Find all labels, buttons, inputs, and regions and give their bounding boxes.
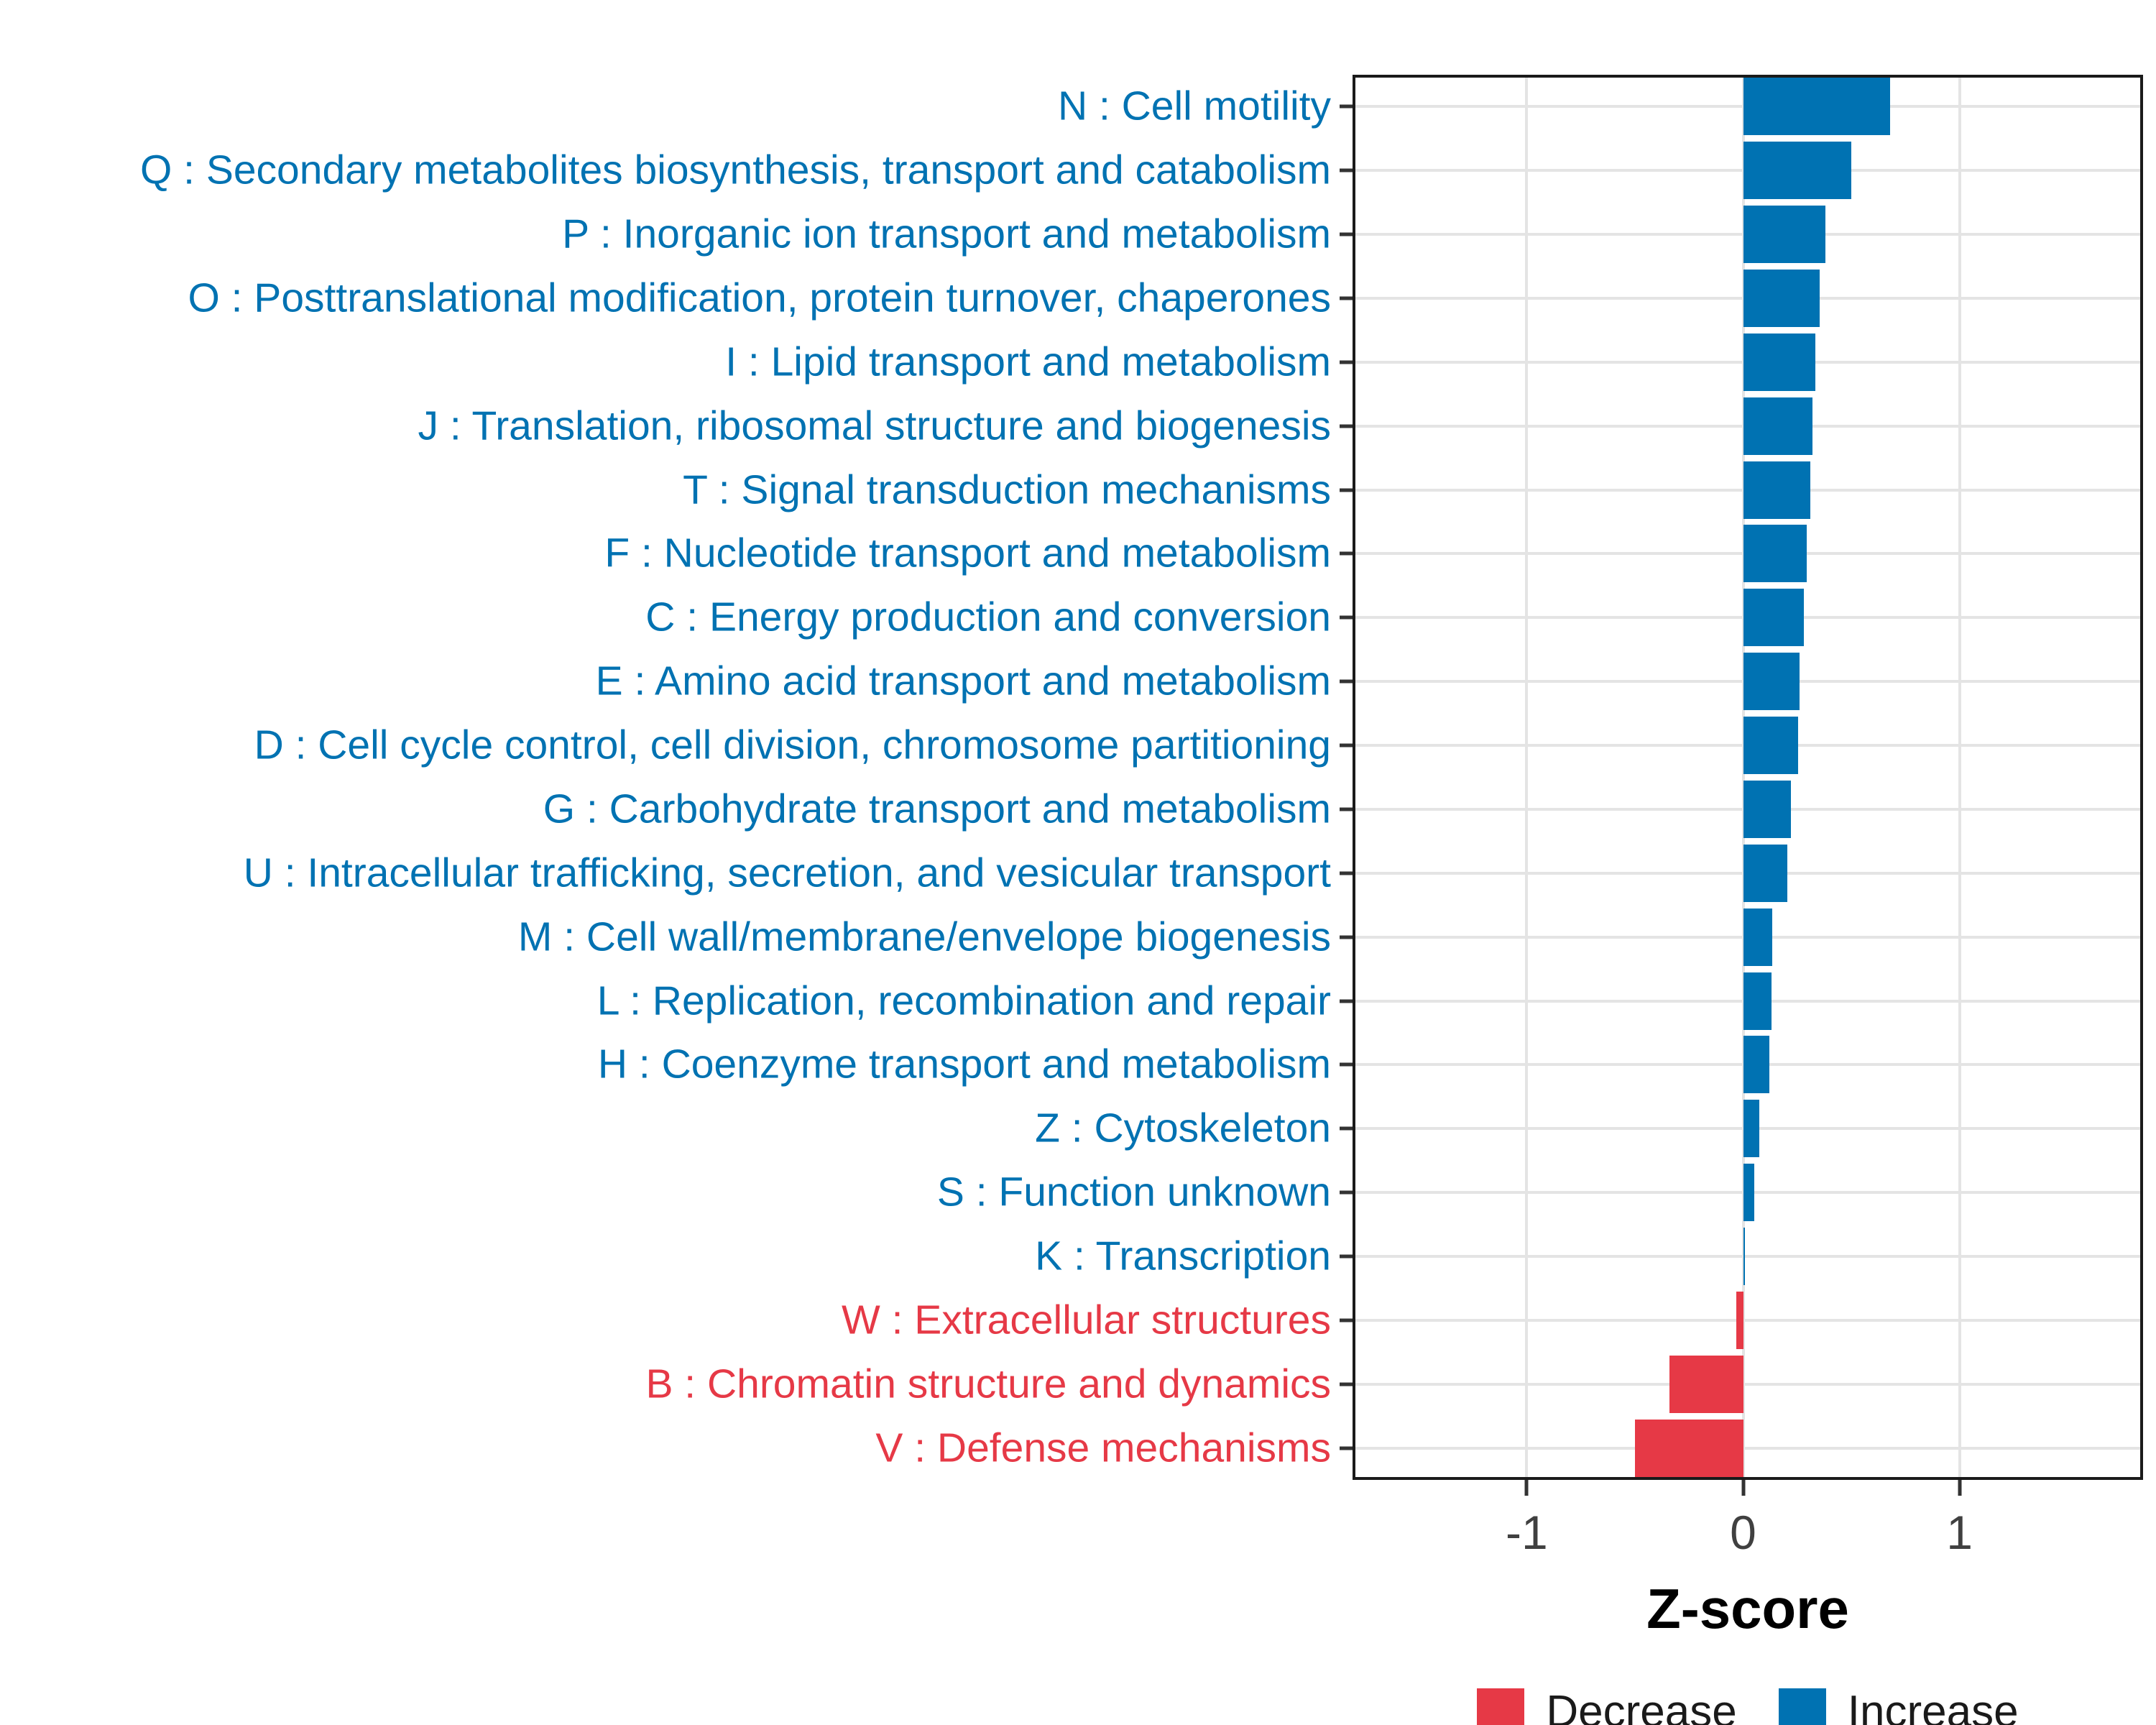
y-axis-tick bbox=[1340, 424, 1353, 428]
legend-label-decrease: Decrease bbox=[1546, 1687, 1737, 1725]
category-label: G : Carbohydrate transport and metabolis… bbox=[543, 786, 1331, 832]
bar bbox=[1743, 1227, 1745, 1285]
bar bbox=[1743, 844, 1788, 902]
bar bbox=[1743, 206, 1825, 264]
bar bbox=[1743, 589, 1804, 647]
legend-label-increase: Increase bbox=[1847, 1687, 2019, 1725]
legend: Decrease Increase bbox=[1353, 1688, 2143, 1725]
bar bbox=[1669, 1355, 1743, 1413]
gridline-horizontal bbox=[1355, 1382, 2140, 1386]
bar bbox=[1743, 717, 1799, 775]
bar bbox=[1743, 780, 1791, 838]
x-tick-label: -1 bbox=[1506, 1506, 1548, 1559]
y-axis-tick bbox=[1340, 615, 1353, 620]
category-label: D : Cell cycle control, cell division, c… bbox=[254, 722, 1331, 768]
category-label: U : Intracellular trafficking, secretion… bbox=[243, 850, 1331, 896]
gridline-horizontal bbox=[1355, 1446, 2140, 1450]
category-label: C : Energy production and conversion bbox=[645, 594, 1331, 640]
bar bbox=[1743, 1164, 1754, 1222]
x-axis-tick bbox=[1524, 1480, 1529, 1496]
gridline-vertical bbox=[1741, 78, 1745, 1477]
x-axis-tick bbox=[1958, 1480, 1962, 1496]
gridline-horizontal bbox=[1355, 1254, 2140, 1258]
y-axis-tick bbox=[1340, 488, 1353, 492]
y-axis-tick bbox=[1340, 743, 1353, 748]
y-axis-tick bbox=[1340, 168, 1353, 172]
category-label: Q : Secondary metabolites biosynthesis, … bbox=[139, 147, 1331, 193]
category-label: I : Lipid transport and metabolism bbox=[725, 339, 1331, 385]
category-label: Z : Cytoskeleton bbox=[1035, 1105, 1331, 1151]
gridline-vertical bbox=[1525, 78, 1529, 1477]
bar bbox=[1736, 1291, 1743, 1349]
category-label: T : Signal transduction mechanisms bbox=[683, 466, 1331, 513]
y-axis-tick bbox=[1340, 1382, 1353, 1386]
bar bbox=[1743, 333, 1816, 391]
category-label: K : Transcription bbox=[1035, 1233, 1331, 1279]
bar bbox=[1743, 270, 1820, 328]
category-label: H : Coenzyme transport and metabolism bbox=[597, 1041, 1331, 1087]
bar bbox=[1743, 1100, 1760, 1158]
bar bbox=[1743, 908, 1773, 966]
x-tick-label: 0 bbox=[1730, 1506, 1756, 1559]
y-axis-tick bbox=[1340, 296, 1353, 300]
bar bbox=[1743, 397, 1812, 455]
plot-panel bbox=[1353, 75, 2143, 1480]
y-axis-tick bbox=[1340, 871, 1353, 875]
gridline-vertical bbox=[1958, 78, 1961, 1477]
category-label: S : Function unknown bbox=[936, 1169, 1331, 1215]
y-axis-tick bbox=[1340, 1446, 1353, 1450]
legend-item-decrease: Decrease bbox=[1477, 1687, 1737, 1725]
y-axis-tick bbox=[1340, 551, 1353, 556]
y-axis-tick bbox=[1340, 232, 1353, 236]
y-axis-tick bbox=[1340, 104, 1353, 109]
category-label: J : Translation, ribosomal structure and… bbox=[418, 402, 1331, 449]
bar bbox=[1743, 525, 1807, 583]
bar bbox=[1743, 1036, 1769, 1094]
y-axis-tick bbox=[1340, 1062, 1353, 1067]
y-axis-tick bbox=[1340, 935, 1353, 939]
x-axis-tick bbox=[1741, 1480, 1746, 1496]
category-label: E : Amino acid transport and metabolism bbox=[595, 658, 1331, 704]
bar bbox=[1743, 78, 1891, 136]
gridline-horizontal bbox=[1355, 1318, 2140, 1322]
legend-item-increase: Increase bbox=[1778, 1687, 2019, 1725]
bar bbox=[1743, 461, 1810, 519]
x-axis-title: Z-score bbox=[1646, 1577, 1849, 1640]
y-axis-tick bbox=[1340, 1126, 1353, 1131]
y-axis-tick bbox=[1340, 1254, 1353, 1259]
y-axis-tick bbox=[1340, 807, 1353, 811]
bar bbox=[1743, 972, 1772, 1030]
y-axis-tick bbox=[1340, 1318, 1353, 1322]
category-label: M : Cell wall/membrane/envelope biogenes… bbox=[517, 914, 1331, 960]
x-tick-label: 1 bbox=[1946, 1506, 1973, 1559]
category-label: F : Nucleotide transport and metabolism bbox=[604, 530, 1331, 576]
category-label: L : Replication, recombination and repai… bbox=[596, 978, 1331, 1024]
legend-key-increase-swatch bbox=[1778, 1688, 1826, 1725]
category-label: O : Posttranslational modification, prot… bbox=[188, 275, 1331, 321]
y-axis-tick bbox=[1340, 679, 1353, 684]
bar bbox=[1743, 653, 1800, 711]
y-axis-tick bbox=[1340, 1190, 1353, 1195]
y-axis-tick bbox=[1340, 999, 1353, 1003]
category-label: W : Extracellular structures bbox=[842, 1297, 1331, 1343]
category-label: P : Inorganic ion transport and metaboli… bbox=[562, 211, 1331, 257]
category-label: V : Defense mechanisms bbox=[875, 1425, 1331, 1471]
bar bbox=[1634, 1419, 1743, 1477]
legend-key-decrease-swatch bbox=[1477, 1688, 1525, 1725]
bar bbox=[1743, 142, 1852, 200]
category-label: N : Cell motility bbox=[1057, 83, 1331, 129]
y-axis-tick bbox=[1340, 360, 1353, 364]
category-label: B : Chromatin structure and dynamics bbox=[645, 1361, 1331, 1407]
